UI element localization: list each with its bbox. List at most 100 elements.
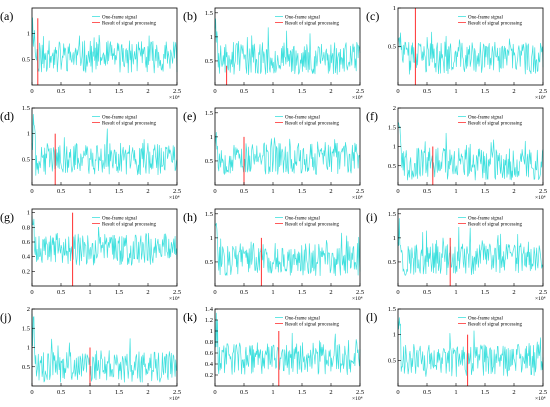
panel-label: (c): [366, 9, 379, 23]
x-tick-label: 0.5: [240, 289, 248, 296]
x-tick-label: 1: [88, 289, 91, 296]
x-tick-label: 0.5: [57, 389, 65, 396]
y-tick-label: 1: [210, 328, 213, 335]
y-tick-label: 1: [393, 144, 396, 151]
legend-label-result: Result of signal processing: [468, 22, 523, 27]
x-tick-label: 2: [146, 389, 149, 396]
y-tick-label: 0.4: [22, 254, 31, 261]
plot-frame: [31, 107, 178, 186]
x-tick-label: 0.5: [240, 389, 248, 396]
panel-label: (j): [0, 310, 11, 324]
y-tick-label: 0.6: [22, 239, 31, 246]
signal-series: [31, 113, 178, 176]
x-multiplier: ×10⁴: [535, 95, 546, 101]
legend-label-signal: One-frame signal: [285, 16, 320, 21]
plot-frame: [214, 7, 361, 86]
panel-b: (b) 0 0.5 1 1.5 2 2.5×10⁴ 0.5 1 1.5 One-frame sign…: [183, 7, 364, 101]
x-tick-label: 1: [88, 88, 91, 95]
x-tick-label: 2.5: [173, 88, 181, 95]
x-tick-label: 0.5: [423, 389, 431, 396]
legend-label-signal: One-frame signal: [468, 317, 503, 322]
x-multiplier: ×10⁴: [169, 95, 180, 101]
y-tick-label: 1: [393, 235, 396, 242]
x-tick-label: 1: [271, 88, 274, 95]
y-tick-label: 1: [27, 131, 30, 138]
x-tick-label: 1: [271, 289, 274, 296]
signal-series: [31, 216, 178, 266]
plot-frame: [31, 7, 178, 86]
x-tick-label: 1.5: [481, 88, 489, 95]
x-tick-label: 0: [396, 188, 399, 195]
x-tick-label: 1: [454, 88, 457, 95]
x-tick-label: 1: [454, 289, 457, 296]
x-tick-label: 1: [88, 389, 91, 396]
x-tick-label: 0.5: [423, 289, 431, 296]
x-tick-label: 2.5: [539, 389, 547, 396]
panel-label: (a): [0, 9, 13, 23]
x-multiplier: ×10⁴: [535, 396, 546, 402]
x-tick-label: 2: [512, 88, 515, 95]
legend-box: [456, 214, 541, 227]
x-tick-label: 0: [30, 88, 33, 95]
legend-label-result: Result of signal processing: [468, 223, 523, 228]
legend-label-result: Result of signal processing: [285, 223, 340, 228]
y-tick-label: 0.2: [22, 268, 30, 275]
panel-label: (h): [183, 210, 197, 224]
signal-series: [397, 31, 544, 75]
y-tick-label: 1.5: [388, 306, 396, 313]
legend-label-signal: One-frame signal: [468, 116, 503, 121]
x-tick-label: 2.5: [173, 188, 181, 195]
legend-label-signal: One-frame signal: [102, 217, 137, 222]
panel-j: (j) 0 0.5 1 1.5 2 2.5×10⁴ 0.5 1 1.5 2: [0, 306, 181, 402]
x-tick-label: 2: [512, 188, 515, 195]
x-tick-label: 2: [329, 88, 332, 95]
x-tick-label: 0.5: [57, 188, 65, 195]
legend-label-signal: One-frame signal: [102, 116, 137, 121]
x-tick-label: 1.5: [115, 389, 123, 396]
plot-frame: [214, 208, 361, 287]
x-multiplier: ×10⁴: [169, 195, 180, 201]
x-tick-label: 2.5: [356, 289, 364, 296]
x-tick-label: 1.5: [115, 88, 123, 95]
y-tick-label: 1.5: [388, 211, 396, 218]
y-tick-label: 0.5: [388, 44, 396, 51]
signal-series: [214, 312, 361, 375]
legend-box: [90, 113, 175, 126]
panel-c: (c) 0 0.5 1 1.5 2 2.5×10⁴ 0.5 1 One-frame signalR…: [366, 5, 547, 101]
y-tick-label: 1: [27, 345, 30, 352]
x-tick-label: 2.5: [356, 389, 364, 396]
x-tick-label: 2.5: [356, 188, 364, 195]
legend-box: [456, 13, 541, 26]
x-tick-label: 2: [512, 389, 515, 396]
legend-label-signal: One-frame signal: [468, 217, 503, 222]
panel-label: (e): [183, 109, 196, 123]
x-tick-label: 1.5: [115, 188, 123, 195]
panel-k: (k) 0 0.5 1 1.5 2 2.5×10⁴ 0.2 0.4 0.6 0.8 1 1.2 1.4 On…: [183, 306, 364, 402]
panel-e: (e) 0 0.5 1 1.5 2 2.5×10⁴ 0.5 1 1.5 One-frame sign…: [183, 107, 364, 201]
plot-frame: [214, 308, 361, 387]
legend-label-result: Result of signal processing: [468, 122, 523, 127]
x-tick-label: 2.5: [539, 188, 547, 195]
x-tick-label: 0.5: [57, 289, 65, 296]
x-tick-label: 2: [329, 389, 332, 396]
x-tick-label: 1.5: [481, 188, 489, 195]
y-tick-label: 1.5: [205, 110, 213, 117]
y-tick-label: 1.5: [22, 325, 30, 332]
x-tick-label: 0.5: [423, 188, 431, 195]
x-tick-label: 1.5: [298, 188, 306, 195]
x-tick-label: 1: [88, 188, 91, 195]
y-tick-label: 1: [27, 210, 30, 217]
x-tick-label: 2.5: [173, 389, 181, 396]
panel-label: (i): [366, 210, 377, 224]
x-tick-label: 1.5: [298, 289, 306, 296]
x-tick-label: 0.5: [423, 88, 431, 95]
x-tick-label: 2: [329, 289, 332, 296]
x-tick-label: 0: [30, 188, 33, 195]
legend-label-result: Result of signal processing: [102, 223, 157, 228]
x-multiplier: ×10⁴: [352, 95, 363, 101]
panel-label: (d): [0, 109, 14, 123]
panel-h: (h) 0 0.5 1 1.5 2 2.5×10⁴ 0.5 1 1.5 One-frame sign…: [183, 208, 364, 302]
plot-frame: [31, 308, 178, 387]
panel-a: (a) 0 0.5 1 1.5 2 2.5×10⁴ 0.5 1 One-frame signalR…: [0, 7, 181, 101]
x-tick-label: 0.5: [240, 188, 248, 195]
